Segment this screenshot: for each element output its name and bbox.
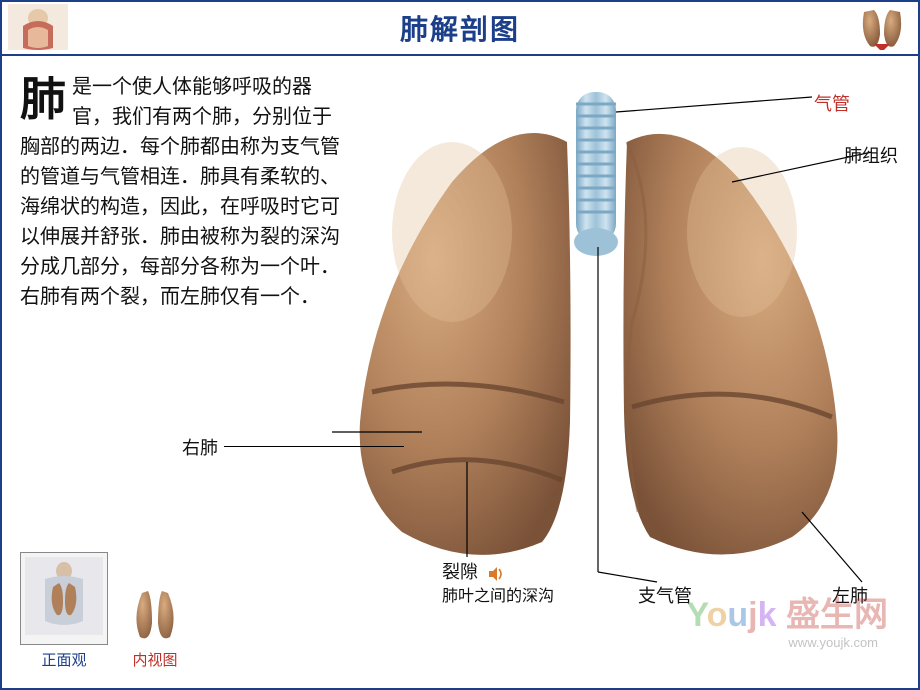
page-title: 肺解剖图 [400, 8, 520, 48]
label-fissure-text: 裂隙 [442, 562, 478, 582]
right-lung-leader [224, 446, 404, 447]
trachea-shape [574, 92, 618, 256]
left-lung-shape [623, 134, 837, 555]
description-text: 肺 是一个使人体能够呼吸的器官，我们有两个肺，分别位于胸部的两边．每个肺都由称为… [20, 72, 340, 312]
lung-svg [332, 72, 912, 592]
audio-icon[interactable] [487, 565, 505, 583]
thumb-inside[interactable]: 内视图 [126, 585, 184, 670]
label-left-lung: 左肺 [832, 582, 868, 608]
thumb-front[interactable]: 正面观 [20, 552, 108, 670]
label-right-lung: 右肺 [182, 434, 218, 460]
header-left-icon [8, 4, 68, 50]
label-fissure-sub: 肺叶之间的深沟 [442, 582, 554, 606]
label-trachea: 气管 [814, 90, 850, 116]
label-fissure: 裂隙 [442, 558, 505, 584]
thumb-front-icon [25, 557, 103, 635]
header: 肺解剖图 [2, 2, 918, 56]
thumbnail-row: 正面观 内视图 [20, 552, 184, 670]
label-bronchus: 支气管 [638, 582, 692, 608]
header-right-icon [852, 4, 912, 50]
thumb-front-caption: 正面观 [41, 649, 86, 670]
label-tissue: 肺组织 [844, 142, 898, 168]
watermark-url: www.youjk.com [788, 635, 878, 650]
thumb-inside-caption: 内视图 [132, 649, 177, 670]
page: 肺解剖图 肺 是一个使人体能够呼吸的器官，我们有两个肺，分别位于胸部的两边．每个… [0, 0, 920, 690]
thumb-front-box [20, 552, 108, 645]
thumb-inside-icon [126, 585, 184, 645]
body-text: 是一个使人体能够呼吸的器官，我们有两个肺，分别位于胸部的两边．每个肺都由称为支气… [20, 76, 340, 308]
right-lung-shape [360, 133, 571, 555]
drop-cap: 肺 [20, 76, 66, 122]
lung-diagram [332, 72, 912, 592]
